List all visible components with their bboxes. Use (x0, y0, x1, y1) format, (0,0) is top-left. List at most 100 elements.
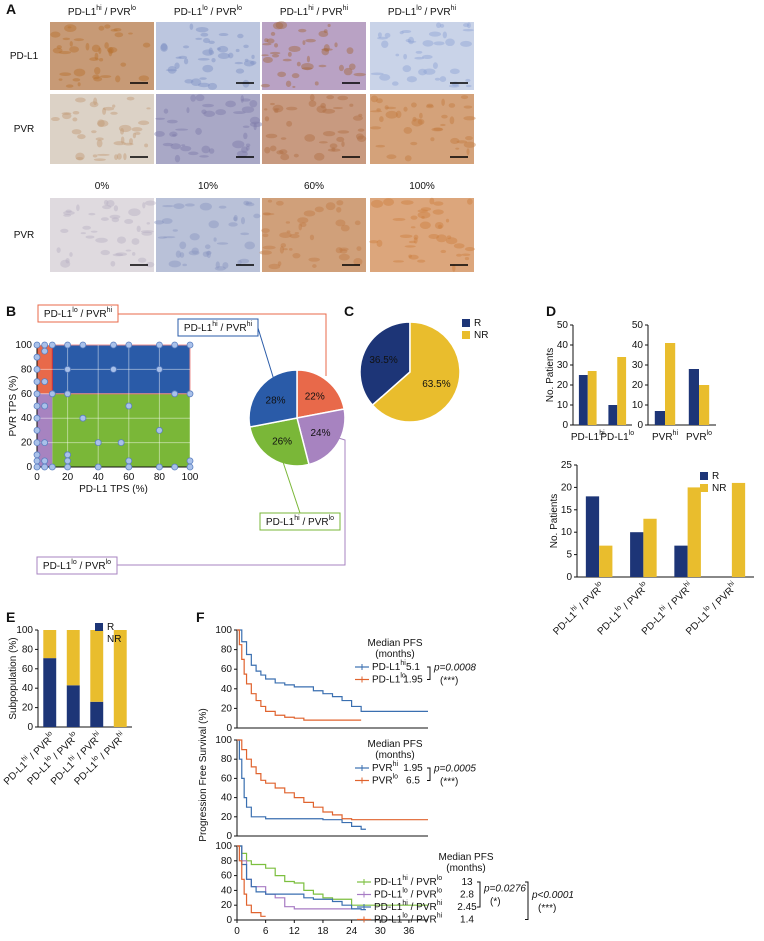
texture (441, 98, 445, 106)
point (94, 463, 102, 471)
survival-curve (237, 739, 428, 821)
texture (286, 120, 293, 127)
texture (75, 156, 84, 161)
texture (217, 45, 229, 53)
y-tick-label: 15 (561, 504, 573, 515)
texture (142, 42, 151, 48)
texture (161, 218, 173, 224)
slice-label: 24% (310, 428, 330, 439)
texture (182, 263, 187, 267)
legend-label: NR (712, 483, 726, 494)
texture (415, 50, 423, 54)
texture (56, 45, 62, 49)
texture (213, 237, 217, 242)
texture (73, 38, 85, 42)
texture (111, 217, 120, 223)
texture (285, 221, 291, 224)
micrograph (370, 22, 474, 90)
texture (170, 143, 182, 150)
texture (271, 54, 280, 58)
texture (146, 107, 151, 110)
point (41, 378, 49, 386)
point (171, 341, 179, 349)
texture (88, 212, 96, 216)
texture (106, 46, 118, 53)
texture (385, 110, 398, 119)
texture (52, 47, 63, 54)
legend-swatch (95, 623, 103, 631)
point (33, 402, 41, 410)
texture (358, 113, 363, 117)
texture (241, 98, 251, 102)
texture (422, 40, 434, 47)
label-box (37, 304, 119, 323)
y-tick-label: 80 (221, 855, 233, 866)
texture (356, 246, 362, 251)
texture (100, 217, 109, 221)
texture (329, 143, 338, 149)
texture (296, 61, 301, 67)
texture (67, 26, 72, 29)
texture (137, 257, 147, 263)
texture (314, 152, 325, 161)
texture (376, 108, 381, 112)
texture (154, 220, 165, 225)
percent-label: 100% (409, 181, 435, 192)
x-tick-label: PVRlo (686, 430, 712, 442)
y-tick-label: 25 (561, 460, 573, 471)
texture (202, 251, 210, 257)
texture (439, 76, 447, 83)
texture (383, 198, 395, 206)
texture (75, 152, 85, 161)
texture (168, 260, 182, 268)
texture (404, 155, 412, 162)
survival-curve (237, 629, 362, 721)
median-unit: (months) (446, 863, 485, 874)
texture (163, 236, 176, 239)
y-tick-label: 10 (632, 400, 644, 411)
texture (245, 201, 253, 205)
point (186, 463, 194, 471)
texture (385, 106, 397, 110)
texture (204, 244, 211, 250)
texture (465, 78, 471, 82)
micrograph (50, 198, 154, 272)
texture (243, 44, 249, 49)
texture (465, 84, 472, 88)
texture (208, 40, 215, 44)
y-tick-label: 100 (215, 625, 232, 636)
texture (440, 123, 446, 127)
y-tick-label: 40 (557, 340, 569, 351)
texture (191, 247, 199, 255)
texture (107, 47, 114, 54)
texture (289, 233, 300, 239)
bar (674, 545, 688, 577)
median-value: 2.45 (457, 902, 477, 913)
x-tick-label: 36 (403, 926, 415, 937)
legend-label: PD-L1lo / PVRhi (374, 913, 443, 925)
texture (242, 125, 250, 129)
texture (208, 148, 215, 154)
texture (423, 68, 436, 75)
texture (115, 75, 121, 83)
texture (138, 120, 150, 126)
texture (264, 108, 268, 111)
survival-curve (237, 845, 428, 906)
texture (410, 226, 416, 229)
point (33, 426, 41, 434)
texture (264, 116, 270, 122)
point (125, 457, 133, 465)
texture (123, 142, 134, 146)
slice-label: 36.5% (369, 355, 397, 366)
texture (253, 213, 261, 219)
bar (643, 518, 657, 577)
texture (262, 245, 276, 250)
micrograph (156, 94, 260, 164)
texture (463, 116, 476, 121)
legend-label: NR (107, 634, 121, 645)
texture (249, 100, 258, 108)
point (117, 439, 125, 447)
texture (371, 199, 384, 208)
legend-label: PD-L1lo (372, 673, 406, 685)
